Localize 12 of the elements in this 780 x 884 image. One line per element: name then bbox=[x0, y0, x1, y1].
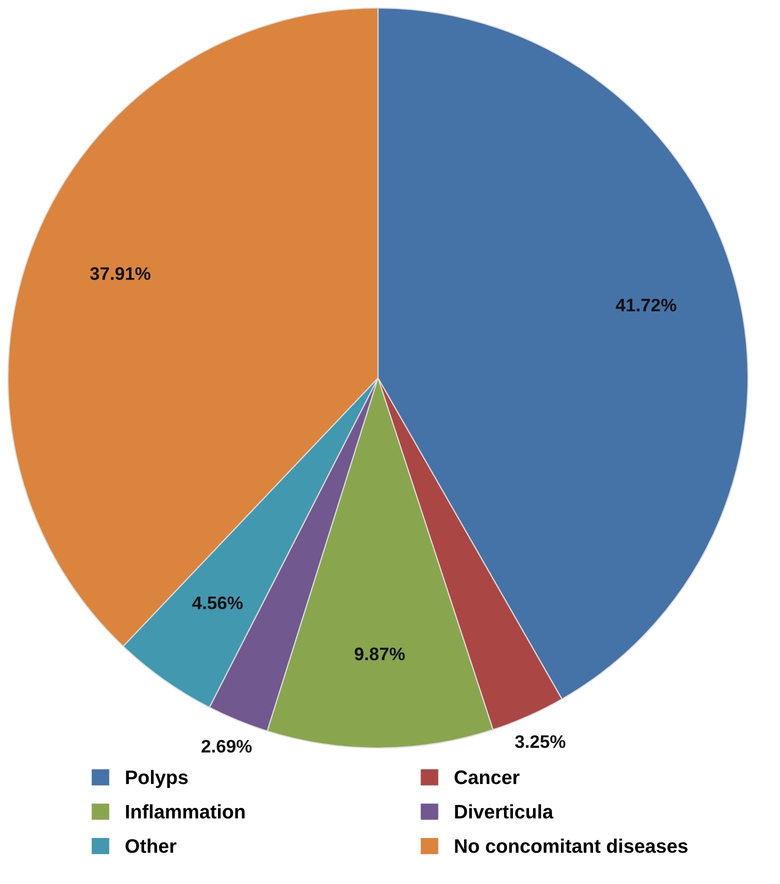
legend-label: No concomitant diseases bbox=[455, 838, 688, 853]
data-label: 3.25% bbox=[515, 735, 566, 748]
legend-label: Diverticula bbox=[455, 804, 554, 819]
legend-label: Other bbox=[126, 838, 176, 853]
data-label: 37.91% bbox=[90, 267, 150, 280]
legend-label: Polyps bbox=[126, 770, 188, 788]
data-label: 41.72% bbox=[616, 298, 676, 312]
data-label: 4.56% bbox=[192, 596, 243, 610]
data-label: 2.69% bbox=[202, 740, 252, 753]
legend-label: Inflammation bbox=[126, 804, 245, 819]
legend-label: Cancer bbox=[454, 770, 520, 784]
data-label: 9.87% bbox=[354, 648, 405, 660]
